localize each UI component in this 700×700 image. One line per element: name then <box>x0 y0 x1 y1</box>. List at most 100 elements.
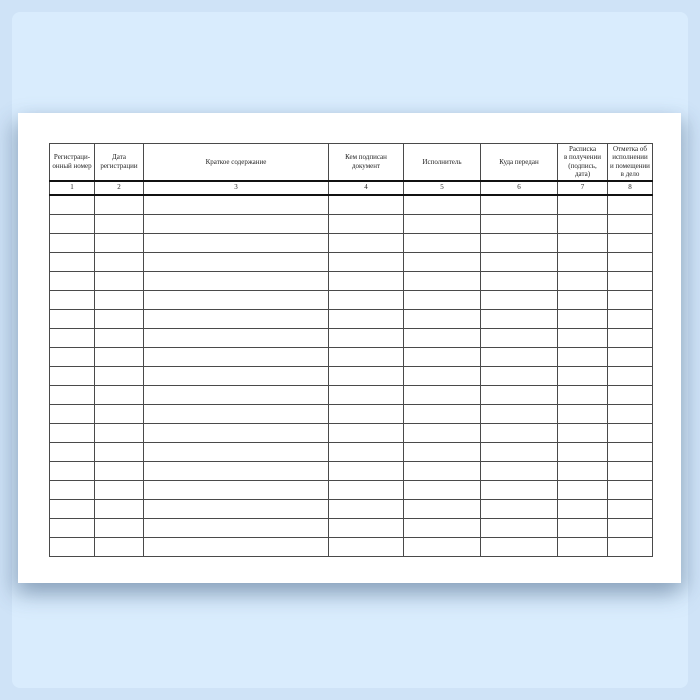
empty-cell <box>557 517 608 538</box>
empty-cell <box>403 270 481 291</box>
empty-cell <box>480 422 558 443</box>
empty-cell <box>557 536 608 557</box>
empty-cell <box>143 536 329 557</box>
empty-cell <box>94 213 144 234</box>
empty-cell <box>49 365 95 386</box>
empty-cell <box>403 289 481 310</box>
col-header-receipt: Расписка в получении (подпись, дата) <box>557 142 608 182</box>
empty-cell <box>49 384 95 405</box>
empty-cell <box>403 498 481 519</box>
empty-cell <box>94 498 144 519</box>
table-row <box>49 213 653 234</box>
empty-cell <box>328 517 404 538</box>
empty-cell <box>557 479 608 500</box>
empty-cell <box>49 327 95 348</box>
empty-cell <box>94 422 144 443</box>
table-row <box>49 365 653 386</box>
empty-cell <box>403 460 481 481</box>
empty-cell <box>94 308 144 329</box>
empty-cell <box>328 384 404 405</box>
empty-cell <box>557 498 608 519</box>
empty-cell <box>94 517 144 538</box>
empty-cell <box>94 479 144 500</box>
empty-cell <box>143 270 329 291</box>
col-number: 8 <box>607 179 653 196</box>
empty-cell <box>143 251 329 272</box>
empty-cell <box>143 384 329 405</box>
empty-cell <box>607 384 653 405</box>
empty-cell <box>607 194 653 215</box>
empty-cell <box>403 479 481 500</box>
column-numbers-row: 1 2 3 4 5 6 7 8 <box>49 179 653 196</box>
empty-cell <box>94 194 144 215</box>
table-row <box>49 403 653 424</box>
empty-cell <box>480 308 558 329</box>
col-number: 3 <box>143 179 329 196</box>
empty-cell <box>49 441 95 462</box>
table-row <box>49 232 653 253</box>
empty-cell <box>480 365 558 386</box>
empty-cell <box>607 346 653 367</box>
empty-cell <box>49 251 95 272</box>
col-number: 1 <box>49 179 95 196</box>
empty-cell <box>49 460 95 481</box>
empty-cell <box>557 346 608 367</box>
empty-cell <box>49 194 95 215</box>
empty-cell <box>557 251 608 272</box>
empty-cell <box>328 479 404 500</box>
col-number: 5 <box>403 179 481 196</box>
table-row <box>49 479 653 500</box>
empty-cell <box>403 422 481 443</box>
empty-cell <box>328 403 404 424</box>
empty-cell <box>607 422 653 443</box>
empty-cell <box>480 194 558 215</box>
empty-cell <box>143 232 329 253</box>
empty-cell <box>480 517 558 538</box>
empty-cell <box>94 232 144 253</box>
table-body <box>49 194 653 557</box>
col-header-execution-mark: Отметка об исполнении и помещении в дело <box>607 142 653 182</box>
empty-cell <box>403 403 481 424</box>
empty-cell <box>328 194 404 215</box>
empty-cell <box>480 270 558 291</box>
empty-cell <box>607 441 653 462</box>
empty-cell <box>328 308 404 329</box>
empty-cell <box>49 270 95 291</box>
col-number: 7 <box>557 179 608 196</box>
empty-cell <box>480 384 558 405</box>
empty-cell <box>557 460 608 481</box>
empty-cell <box>607 213 653 234</box>
empty-cell <box>403 308 481 329</box>
empty-cell <box>328 232 404 253</box>
empty-cell <box>94 327 144 348</box>
table-row <box>49 327 653 348</box>
empty-cell <box>557 403 608 424</box>
empty-cell <box>49 498 95 519</box>
empty-cell <box>143 346 329 367</box>
empty-cell <box>94 384 144 405</box>
empty-cell <box>328 460 404 481</box>
empty-cell <box>49 536 95 557</box>
col-header-reg-date: Дата регистрации <box>94 142 144 182</box>
table-row <box>49 384 653 405</box>
empty-cell <box>49 479 95 500</box>
empty-cell <box>143 327 329 348</box>
table-row <box>49 270 653 291</box>
empty-cell <box>607 270 653 291</box>
empty-cell <box>403 365 481 386</box>
empty-cell <box>49 403 95 424</box>
document-page: Регистраци- онный номер Дата регистрации… <box>18 113 681 583</box>
empty-cell <box>607 327 653 348</box>
empty-cell <box>143 213 329 234</box>
empty-cell <box>328 327 404 348</box>
col-header-summary: Краткое содержание <box>143 142 329 182</box>
empty-cell <box>143 479 329 500</box>
empty-cell <box>49 422 95 443</box>
empty-cell <box>143 460 329 481</box>
empty-cell <box>328 289 404 310</box>
empty-cell <box>480 251 558 272</box>
empty-cell <box>557 327 608 348</box>
empty-cell <box>607 498 653 519</box>
empty-cell <box>49 346 95 367</box>
table-header: Регистраци- онный номер Дата регистрации… <box>49 142 653 196</box>
